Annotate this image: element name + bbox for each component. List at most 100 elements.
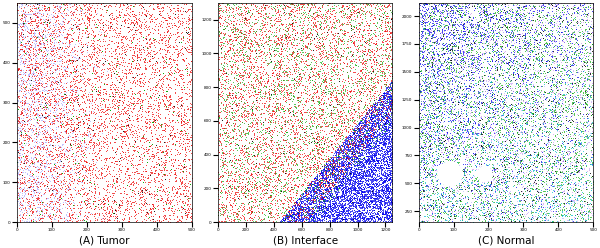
Point [316, 171, 326, 175]
Point [350, 67, 360, 71]
Point [368, 116, 378, 120]
Point [416, 8, 425, 12]
Point [328, 89, 337, 93]
Point [133, 53, 142, 57]
Point [427, 75, 437, 79]
Point [287, 51, 296, 55]
Point [488, 99, 498, 103]
Point [448, 8, 458, 12]
Point [483, 205, 493, 209]
Point [544, 59, 554, 63]
Point [553, 183, 563, 187]
Point [425, 184, 435, 188]
Point [363, 196, 373, 200]
Point [492, 97, 502, 101]
Point [45, 142, 55, 146]
Point [360, 135, 370, 139]
Point [124, 195, 134, 199]
Point [84, 161, 94, 165]
Point [487, 66, 496, 70]
Point [295, 17, 304, 21]
Point [37, 75, 46, 79]
Point [24, 134, 34, 138]
Point [510, 125, 520, 129]
Point [442, 136, 452, 140]
Point [323, 57, 333, 61]
Point [437, 110, 447, 114]
Point [367, 174, 377, 178]
Point [367, 155, 376, 159]
Point [350, 141, 360, 145]
Point [125, 132, 135, 136]
Point [184, 17, 194, 21]
Point [325, 67, 335, 71]
Point [381, 147, 391, 151]
Point [275, 178, 284, 182]
Point [418, 78, 427, 82]
Point [469, 8, 479, 12]
Point [538, 179, 548, 183]
Point [26, 174, 35, 178]
Point [541, 197, 550, 201]
Point [16, 112, 25, 116]
Point [502, 35, 511, 39]
Point [301, 215, 310, 219]
Point [25, 70, 35, 74]
Point [326, 120, 335, 124]
Point [367, 127, 376, 131]
Point [37, 90, 47, 94]
Point [299, 194, 309, 198]
Point [330, 125, 340, 129]
Point [157, 194, 166, 198]
Point [23, 76, 32, 80]
Point [274, 8, 283, 12]
Point [524, 40, 534, 44]
Point [321, 83, 331, 87]
Point [254, 130, 264, 134]
Point [215, 110, 225, 114]
Point [519, 38, 529, 42]
Point [425, 98, 434, 102]
Point [374, 217, 383, 220]
Point [531, 195, 541, 199]
Point [242, 23, 251, 27]
Point [335, 148, 345, 152]
Point [439, 159, 448, 163]
Point [182, 215, 192, 219]
Point [380, 151, 389, 155]
Point [266, 139, 276, 143]
Point [16, 141, 26, 145]
Point [289, 212, 299, 216]
Point [245, 61, 254, 64]
Point [185, 158, 194, 162]
Point [505, 8, 514, 12]
Point [478, 10, 488, 14]
Point [334, 199, 344, 203]
Point [326, 50, 335, 54]
Point [478, 122, 487, 126]
Point [46, 120, 56, 124]
Point [299, 179, 308, 183]
Point [340, 159, 350, 163]
Point [295, 132, 305, 136]
Point [293, 206, 302, 210]
Point [439, 46, 448, 50]
Point [347, 182, 357, 186]
Point [445, 63, 454, 67]
Point [119, 82, 129, 86]
Point [557, 212, 566, 216]
Point [317, 218, 327, 222]
Point [364, 171, 374, 175]
Point [476, 116, 486, 120]
Point [218, 10, 227, 14]
Point [149, 55, 159, 59]
Point [182, 135, 191, 139]
Point [304, 123, 314, 127]
Point [386, 109, 395, 113]
Point [551, 103, 560, 107]
Point [280, 93, 289, 97]
Point [507, 121, 517, 124]
Point [436, 199, 445, 203]
Point [40, 190, 50, 194]
Point [444, 67, 454, 71]
